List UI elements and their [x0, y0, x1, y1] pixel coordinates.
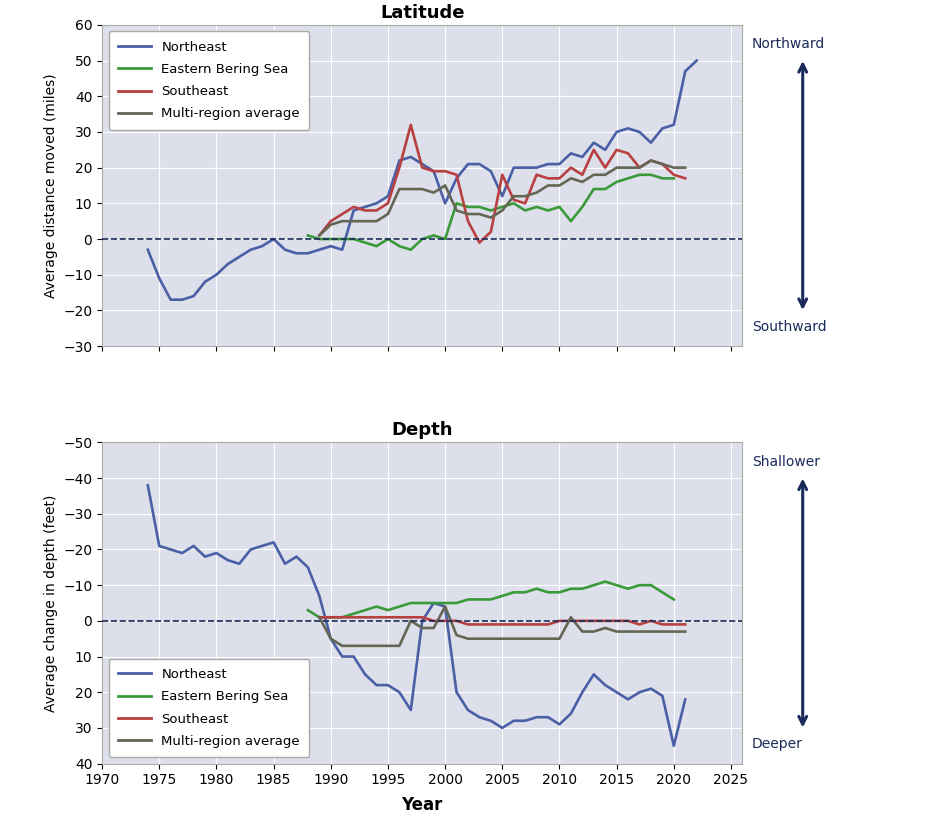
X-axis label: Year: Year — [401, 796, 442, 813]
Text: Southward: Southward — [751, 320, 825, 334]
Y-axis label: Average change in depth (feet): Average change in depth (feet) — [44, 495, 57, 711]
Legend: Northeast, Eastern Bering Sea, Southeast, Multi-region average: Northeast, Eastern Bering Sea, Southeast… — [108, 32, 309, 129]
Text: Shallower: Shallower — [751, 455, 819, 469]
Y-axis label: Average distance moved (miles): Average distance moved (miles) — [44, 73, 57, 298]
Title: Depth: Depth — [391, 422, 452, 439]
Legend: Northeast, Eastern Bering Sea, Southeast, Multi-region average: Northeast, Eastern Bering Sea, Southeast… — [108, 659, 309, 757]
Title: Latitude: Latitude — [379, 4, 464, 22]
Text: Northward: Northward — [751, 37, 824, 51]
Text: Deeper: Deeper — [751, 737, 802, 751]
